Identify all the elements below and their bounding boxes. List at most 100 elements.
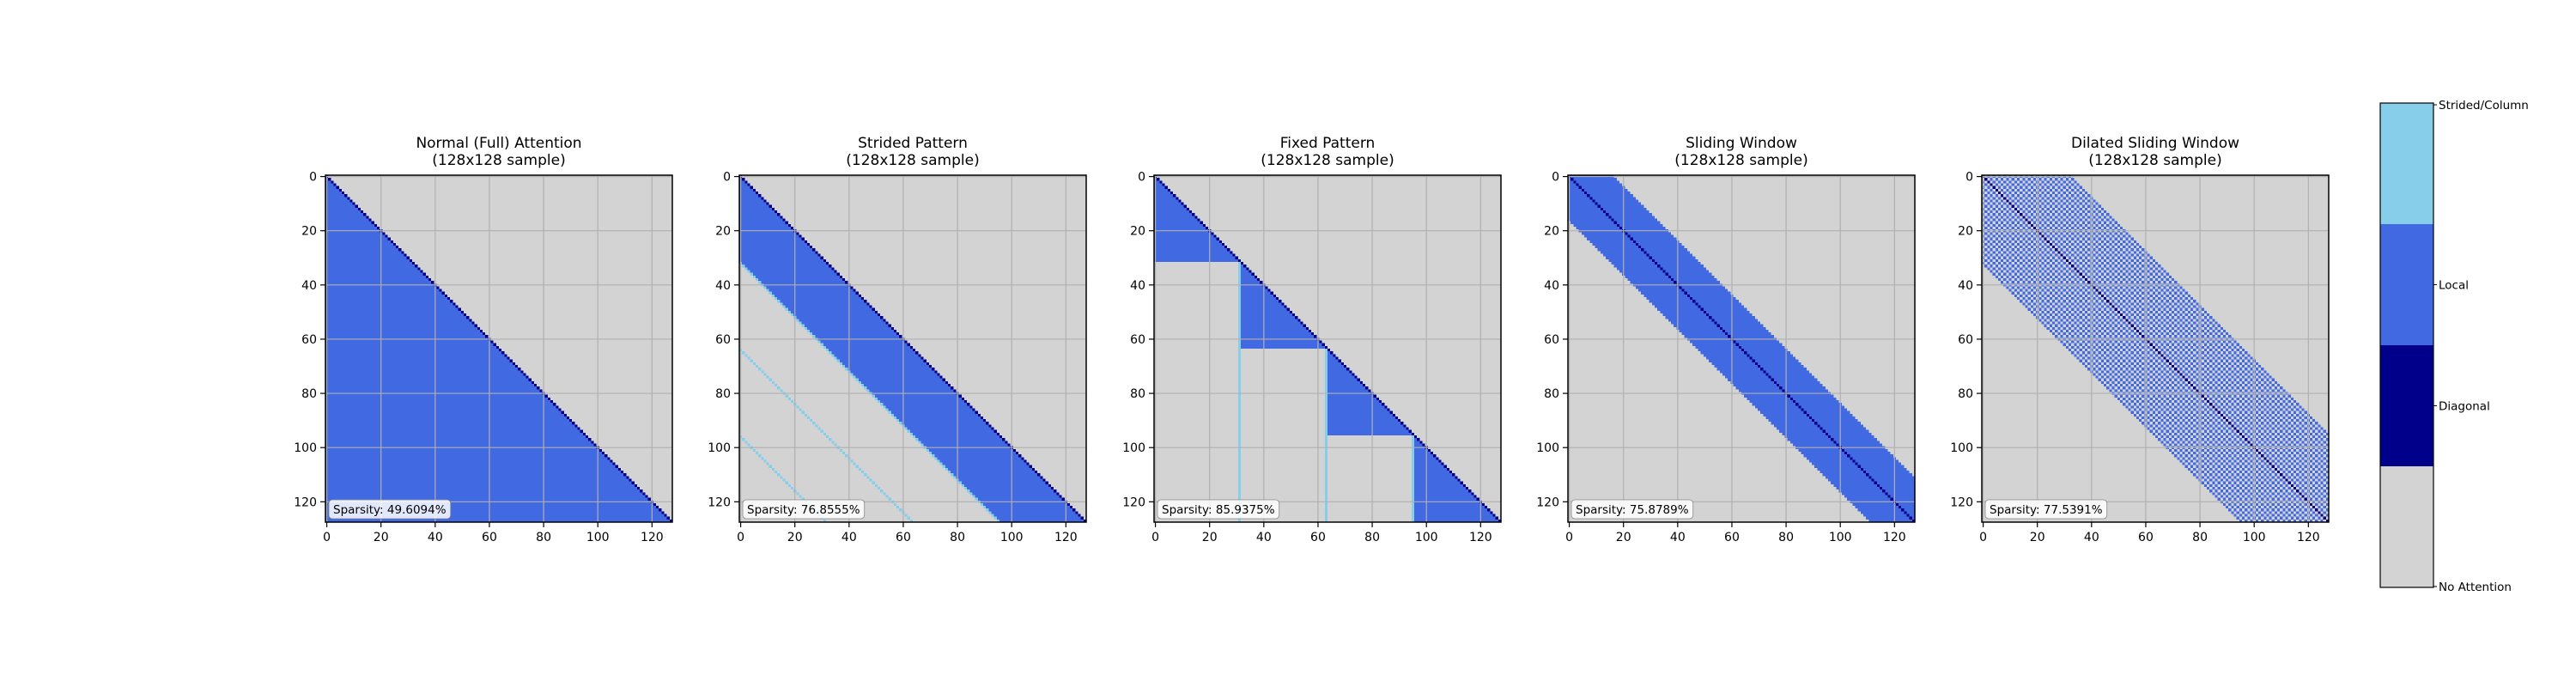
x-tick-label: 40 xyxy=(1670,531,1686,544)
x-tick-label: 20 xyxy=(2030,531,2045,544)
x-tick-label: 120 xyxy=(1054,531,1078,544)
x-tick-label: 20 xyxy=(787,531,803,544)
y-tick-label: 100 xyxy=(1950,441,1973,455)
colorbar-label: Diagonal xyxy=(2439,400,2490,414)
sparsity-annotation: Sparsity: 76.8555% xyxy=(742,499,866,520)
y-tick-label: 20 xyxy=(1544,225,1559,239)
heatmap-panel-sliding: Sliding Window(128x128 sample) 0 20 40 60 80 1… xyxy=(1536,135,1916,544)
sparsity-box xyxy=(742,499,866,520)
x-tick-label: 0 xyxy=(1979,531,1987,544)
x-tick-label: 0 xyxy=(737,531,744,544)
y-tick-label: 80 xyxy=(1130,387,1145,401)
y-tick-label: 0 xyxy=(1552,171,1559,185)
axes-frame xyxy=(1981,174,2330,523)
y-tick-label: 0 xyxy=(1138,171,1145,185)
x-tick-label: 80 xyxy=(536,531,551,544)
sparsity-annotation: Sparsity: 49.6094% xyxy=(328,499,452,520)
panel-title: Strided Pattern xyxy=(858,135,968,152)
x-tick-label: 100 xyxy=(1415,531,1438,544)
x-tick-label: 120 xyxy=(1883,531,1906,544)
x-tick-label: 0 xyxy=(1565,531,1573,544)
sparsity-label: Sparsity: 76.8555% xyxy=(747,503,860,517)
x-tick-label: 60 xyxy=(482,531,497,544)
colorbar-segment-local xyxy=(2380,224,2433,345)
heatmap-panel-full: Normal (Full) Attention(128x128 sample) 0… xyxy=(294,135,673,544)
y-tick-label: 0 xyxy=(1965,171,1973,185)
x-tick-label: 100 xyxy=(1829,531,1852,544)
y-tick-label: 80 xyxy=(1544,387,1559,401)
y-tick-label: 100 xyxy=(1536,441,1559,455)
colorbar-label: Strided/Column xyxy=(2439,99,2529,112)
y-tick-label: 60 xyxy=(301,333,317,347)
x-tick-label: 60 xyxy=(1310,531,1326,544)
y-tick-label: 120 xyxy=(1950,495,1973,509)
y-tick-label: 0 xyxy=(723,171,731,185)
x-tick-label: 80 xyxy=(950,531,965,544)
axes-frame xyxy=(1567,174,1916,523)
heatmap-panel-fixed: Fixed Pattern(128x128 sample) 0 20 40 60 80 10… xyxy=(1122,135,1502,544)
y-tick-label: 120 xyxy=(1536,495,1559,509)
colorbar-label: Local xyxy=(2439,279,2469,293)
x-tick-label: 40 xyxy=(841,531,857,544)
colorbar-label: No Attention xyxy=(2439,581,2512,594)
y-tick-label: 100 xyxy=(294,441,317,455)
heatmap-cells xyxy=(1982,175,2329,522)
colorbar-frame xyxy=(2379,102,2434,588)
x-tick-label: 20 xyxy=(374,531,389,544)
panel-title: Fixed Pattern xyxy=(1280,135,1376,152)
x-tick-label: 20 xyxy=(1202,531,1218,544)
y-tick-label: 20 xyxy=(715,225,731,239)
sparsity-box xyxy=(1571,499,1694,520)
y-tick-label: 60 xyxy=(715,333,731,347)
axes-frame xyxy=(325,174,673,523)
y-tick-label: 40 xyxy=(1958,279,1973,293)
heatmap-cells xyxy=(325,175,672,522)
sparsity-annotation: Sparsity: 77.5391% xyxy=(1984,499,2108,520)
y-tick-label: 60 xyxy=(1544,333,1559,347)
heatmap-image xyxy=(1982,175,2329,522)
panel-subtitle: (128x128 sample) xyxy=(1261,152,1394,169)
sparsity-label: Sparsity: 85.9375% xyxy=(1162,503,1275,517)
y-tick-label: 20 xyxy=(1958,225,1973,239)
y-tick-label: 40 xyxy=(301,279,317,293)
y-tick-label: 120 xyxy=(1122,495,1145,509)
y-tick-label: 100 xyxy=(1122,441,1145,455)
y-tick-label: 80 xyxy=(1958,387,1973,401)
x-tick-label: 80 xyxy=(2192,531,2208,544)
sparsity-annotation: Sparsity: 75.8789% xyxy=(1571,499,1694,520)
heatmap-panel-strided: Strided Pattern(128x128 sample) 0 20 40 60 80… xyxy=(708,135,1087,544)
heatmap-cells xyxy=(1154,175,1501,522)
x-tick-label: 60 xyxy=(896,531,911,544)
panel-subtitle: (128x128 sample) xyxy=(1674,152,1807,169)
panel-title: Sliding Window xyxy=(1686,135,1797,152)
x-tick-label: 40 xyxy=(1256,531,1272,544)
heatmap-image xyxy=(739,175,1086,522)
sparsity-box xyxy=(328,499,452,520)
y-tick-label: 40 xyxy=(715,279,731,293)
x-tick-label: 100 xyxy=(2243,531,2266,544)
panel-title: Normal (Full) Attention xyxy=(416,135,581,152)
y-tick-label: 60 xyxy=(1958,333,1973,347)
x-tick-label: 120 xyxy=(1469,531,1492,544)
x-tick-label: 80 xyxy=(1364,531,1380,544)
y-tick-label: 60 xyxy=(1130,333,1145,347)
y-tick-label: 40 xyxy=(1544,279,1559,293)
x-tick-label: 40 xyxy=(428,531,443,544)
x-tick-label: 40 xyxy=(2084,531,2099,544)
x-tick-label: 100 xyxy=(1000,531,1024,544)
x-tick-label: 0 xyxy=(1151,531,1159,544)
colorbar-segment-none xyxy=(2380,466,2433,587)
y-tick-label: 20 xyxy=(1130,225,1145,239)
y-tick-label: 20 xyxy=(301,225,317,239)
x-tick-label: 20 xyxy=(1616,531,1631,544)
heatmap-panel-dilated: Dilated Sliding Window(128x128 sample) 0 2… xyxy=(1950,135,2330,544)
x-tick-label: 0 xyxy=(323,531,331,544)
x-tick-label: 60 xyxy=(1724,531,1740,544)
heatmap-panels: Normal (Full) Attention (128x128 sample) 0… xyxy=(294,135,2330,544)
sparsity-label: Sparsity: 75.8789% xyxy=(1576,503,1689,517)
y-tick-label: 120 xyxy=(294,495,317,509)
y-tick-label: 80 xyxy=(715,387,731,401)
y-tick-label: 100 xyxy=(708,441,731,455)
sparsity-annotation: Sparsity: 85.9375% xyxy=(1157,499,1280,520)
